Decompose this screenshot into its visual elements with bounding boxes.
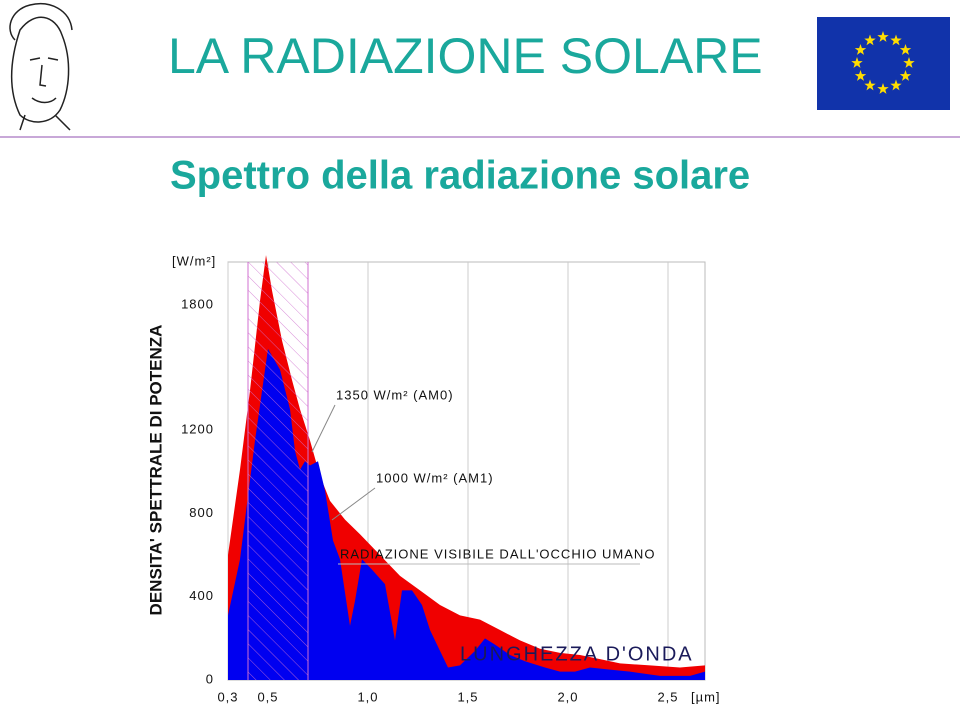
x-tick-label: 1,5: [457, 689, 478, 704]
flag-star: [899, 44, 912, 55]
leader-line: [331, 487, 376, 521]
flag-star: [903, 57, 915, 68]
y-tick-label: 0: [206, 671, 214, 686]
flag-star: [864, 79, 876, 91]
flag-star: [890, 79, 902, 91]
series-annotation: 1000 W/m² (AM1): [376, 470, 494, 485]
x-unit: [µm]: [691, 689, 721, 704]
x-tick-label: 2,0: [557, 689, 578, 704]
flag-star: [864, 34, 876, 46]
chart-title: Spettro della radiazione solare: [170, 154, 750, 198]
y-axis-title: DENSITA' SPETTRALE DI POTENZA: [146, 325, 165, 616]
x-axis-title: LUNGHEZZA D'ONDA: [460, 643, 694, 665]
caricature: [9, 3, 73, 131]
flag-star: [877, 83, 889, 94]
x-tick-label: 2,5: [657, 689, 678, 704]
x-tick-label: 0,5: [257, 689, 278, 704]
plot: 0,3 0,5 1,0 1,5 2,0 2,5 [µm] 0 400 800 1200 1800 135…: [181, 255, 720, 704]
x-tick-label: 0,3: [217, 689, 238, 704]
y-tick-label: 1200: [181, 421, 214, 436]
slide-title: LA RADIAZIONE SOLARE: [168, 28, 763, 84]
leader-line: [311, 404, 336, 453]
flag-star: [890, 34, 902, 46]
y-tick-label: 1800: [181, 297, 214, 312]
band-annotation: RADIAZIONE VISIBILE DALL'OCCHIO UMANO: [340, 546, 655, 561]
flag-star: [877, 31, 889, 42]
x-tick-label: 1,0: [357, 689, 378, 704]
flag-star: [851, 57, 863, 68]
flag-star: [854, 44, 867, 55]
y-tick-label: 800: [189, 505, 214, 520]
flag-star: [899, 70, 912, 81]
visible-band: [248, 262, 308, 680]
spectrum-area: [228, 255, 705, 680]
series-annotation: 1350 W/m² (AM0): [336, 387, 454, 402]
flag-star: [854, 70, 867, 81]
y-unit: [W/m²]: [172, 253, 216, 268]
eu-flag: [817, 17, 950, 110]
y-tick-label: 400: [189, 588, 214, 603]
